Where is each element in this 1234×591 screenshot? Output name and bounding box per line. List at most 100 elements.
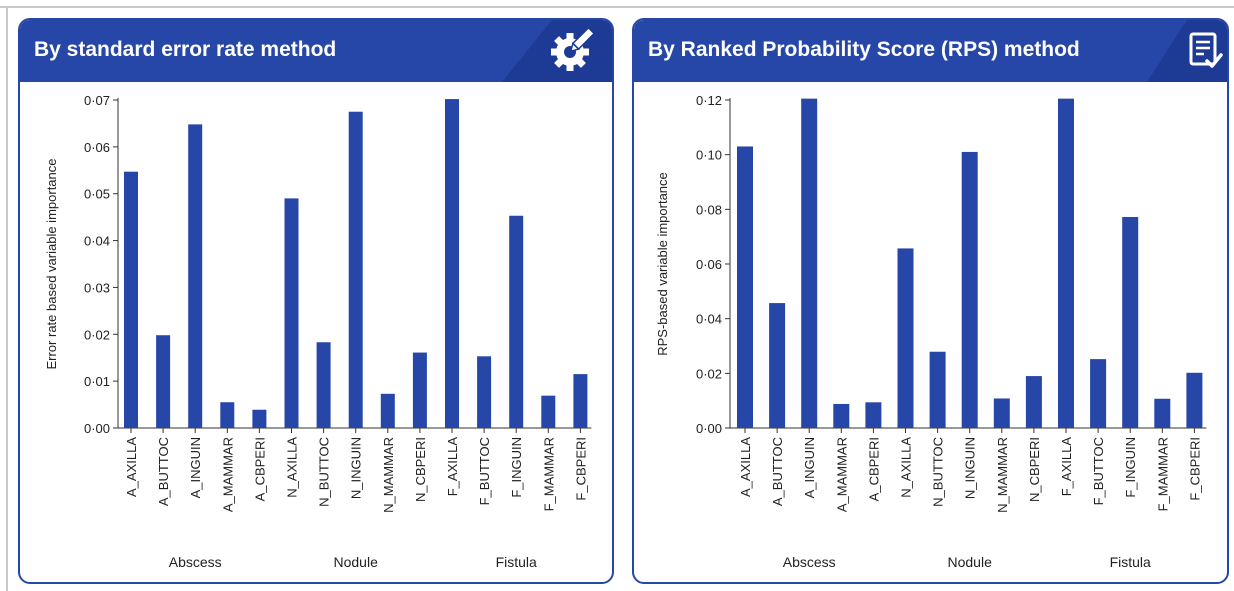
- bars: A_AXILLA A_BUTTOC A_INGUIN A_MAMMAR A_CBPERI…: [737, 98, 1203, 513]
- x-tick-label: A_BUTTOC: [156, 437, 171, 506]
- x-tick-label: A_CBPERI: [866, 437, 881, 501]
- x-tick-label: F_INGUIN: [509, 437, 524, 498]
- x-tick-label: F_AXILLA: [445, 437, 460, 497]
- bar-a-mammar: [833, 403, 850, 428]
- bar-n-axilla: [897, 248, 914, 428]
- rps-panel: By Ranked Probability Score (RPS) method…: [632, 18, 1229, 584]
- x-tick-label: N_CBPERI: [1027, 437, 1042, 502]
- x-tick-label: N_INGUIN: [963, 437, 978, 499]
- bar-f-inguin: [509, 215, 524, 428]
- page-frame-top: [0, 6, 1234, 8]
- y-tick-label: 0·02: [696, 366, 722, 381]
- x-tick-label: F_AXILLA: [1059, 437, 1074, 497]
- y-axis-label: Error rate based variable importance: [44, 159, 59, 370]
- x-tick-label: N_AXILLA: [285, 437, 300, 498]
- bar-n-buttoc: [929, 351, 946, 428]
- bar-n-mammar: [380, 393, 395, 428]
- page-frame-left: [6, 6, 8, 591]
- group-label-fistula: Fistula: [1110, 554, 1151, 570]
- bar-a-axilla: [737, 146, 753, 428]
- x-tick-label: N_BUTTOC: [317, 437, 332, 507]
- bar-f-buttoc: [1090, 359, 1107, 428]
- x-tick-label: F_MAMMAR: [541, 437, 556, 511]
- bar-a-buttoc: [156, 335, 171, 428]
- group-label-nodule: Nodule: [334, 554, 379, 570]
- y-tick-label: 0·06: [84, 140, 110, 155]
- header-corner: [1147, 20, 1227, 82]
- y-tick-label: 0·08: [696, 202, 722, 217]
- x-tick-label: N_BUTTOC: [931, 437, 946, 507]
- x-tick-label: F_INGUIN: [1123, 437, 1138, 498]
- bar-n-buttoc: [316, 342, 331, 428]
- bar-f-mammar: [1154, 398, 1171, 428]
- panel-header: By Ranked Probability Score (RPS) method: [634, 20, 1227, 82]
- error-rate-chart: 0·00 0·01 0·02 0·03 0·04 0·05 0·06 0·07 Error ra…: [44, 93, 592, 570]
- bar-a-inguin: [801, 98, 818, 428]
- y-tick-label: 0·00: [84, 421, 110, 436]
- bars: A_AXILLA A_BUTTOC A_INGUIN A_MAMMAR A_CBPERI…: [124, 99, 588, 513]
- bar-n-mammar: [993, 398, 1010, 428]
- y-tick-label: 0·00: [696, 421, 722, 436]
- x-tick-label: A_MAMMAR: [220, 437, 235, 512]
- x-tick-label: A_INGUIN: [802, 437, 817, 498]
- x-tick-label: N_MAMMAR: [995, 437, 1010, 513]
- x-tick-label: N_CBPERI: [413, 437, 428, 502]
- x-tick-label: F_BUTTOC: [1091, 437, 1106, 505]
- x-tick-label: F_CBPERI: [1187, 437, 1202, 501]
- x-tick-label: F_MAMMAR: [1155, 437, 1170, 511]
- bar-a-axilla: [124, 171, 138, 429]
- panel-title: By standard error rate method: [34, 38, 337, 61]
- bar-n-axilla: [284, 198, 299, 428]
- x-tick-label: A_BUTTOC: [770, 437, 785, 506]
- bar-f-cbperi: [573, 374, 588, 428]
- bar-a-cbperi: [252, 409, 267, 428]
- panel-title: By Ranked Probability Score (RPS) method: [648, 38, 1080, 61]
- rps-chart: 0·00 0·02 0·04 0·06 0·08 0·10 0·12 RPS-based va…: [655, 93, 1207, 570]
- y-axis-label: RPS-based variable importance: [655, 172, 670, 356]
- bar-f-cbperi: [1186, 372, 1203, 428]
- bar-f-mammar: [541, 395, 556, 428]
- y-tick-label: 0·12: [696, 93, 722, 108]
- bar-a-mammar: [220, 402, 235, 428]
- bar-f-axilla: [445, 99, 459, 428]
- bar-f-buttoc: [477, 356, 492, 428]
- group-label-abscess: Abscess: [169, 554, 222, 570]
- bar-n-cbperi: [1025, 376, 1042, 428]
- group-label-nodule: Nodule: [948, 554, 993, 570]
- checklist-icon: [1189, 32, 1223, 68]
- x-tick-label: F_CBPERI: [573, 437, 588, 501]
- error-rate-panel: By standard error rate method 0·00 0·01 0·: [18, 18, 614, 584]
- header-corner: [502, 20, 612, 82]
- x-tick-label: A_INGUIN: [188, 437, 203, 498]
- bar-a-inguin: [188, 124, 203, 428]
- gear-pencil-icon: [551, 26, 596, 71]
- bar-f-inguin: [1122, 216, 1139, 428]
- x-tick-label: A_AXILLA: [124, 437, 139, 497]
- bar-n-inguin: [348, 111, 363, 428]
- y-tick-label: 0·03: [84, 280, 110, 295]
- group-label-fistula: Fistula: [496, 554, 537, 570]
- bar-a-buttoc: [769, 303, 786, 428]
- y-tick-label: 0·02: [84, 327, 110, 342]
- y-axis: 0·00 0·01 0·02 0·03 0·04 0·05 0·06 0·07: [84, 93, 119, 436]
- bar-f-axilla: [1058, 98, 1074, 428]
- y-tick-label: 0·05: [84, 187, 110, 202]
- y-axis: 0·00 0·02 0·04 0·06 0·08 0·10 0·12: [696, 93, 731, 436]
- x-tick-label: N_INGUIN: [349, 437, 364, 499]
- y-tick-label: 0·07: [84, 93, 110, 108]
- y-tick-label: 0·04: [696, 312, 722, 327]
- bar-n-inguin: [961, 151, 978, 428]
- x-tick-label: N_MAMMAR: [381, 437, 396, 513]
- y-tick-label: 0·01: [84, 374, 110, 389]
- panel-header: By standard error rate method: [20, 20, 612, 82]
- bar-n-cbperi: [412, 352, 427, 428]
- x-tick-label: A_AXILLA: [738, 437, 753, 497]
- x-tick-label: N_AXILLA: [899, 437, 914, 498]
- y-tick-label: 0·06: [696, 257, 722, 272]
- x-tick-label: A_CBPERI: [252, 437, 267, 501]
- y-tick-label: 0·04: [84, 234, 110, 249]
- y-tick-label: 0·10: [696, 148, 722, 163]
- bar-a-cbperi: [865, 402, 882, 428]
- x-tick-label: A_MAMMAR: [834, 437, 849, 512]
- x-tick-label: F_BUTTOC: [477, 437, 492, 505]
